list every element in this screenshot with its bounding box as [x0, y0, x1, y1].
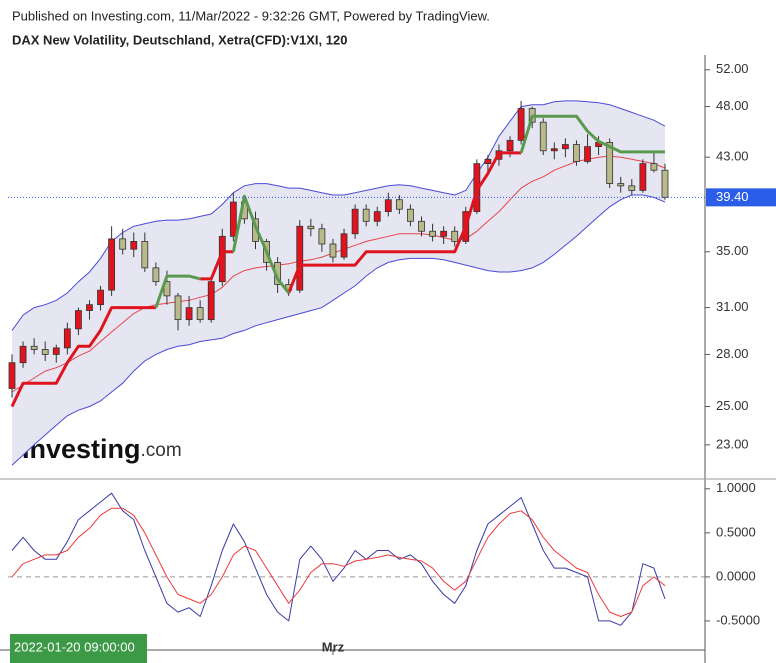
candle-body [196, 307, 204, 321]
series-line [11, 507, 666, 617]
last-price-box [706, 188, 776, 207]
candle-body [561, 144, 569, 150]
candle-body [329, 243, 337, 258]
candle-body [606, 142, 614, 184]
candle-body [351, 208, 359, 235]
candle-body [307, 225, 315, 230]
candle-body [19, 345, 27, 364]
candle-body [407, 208, 414, 222]
series-line [11, 155, 666, 393]
candle-body [52, 347, 60, 355]
candle-body [207, 281, 215, 321]
y-tick-label: 0.0000 [716, 568, 756, 583]
candle-body [661, 169, 669, 198]
candle-body [119, 238, 127, 250]
y-tick-label: 28.00 [716, 346, 749, 361]
candle-body [141, 241, 149, 269]
trend-line [10, 151, 522, 408]
candle-body [484, 158, 492, 165]
candle-body [639, 163, 647, 191]
candle-body [628, 185, 636, 191]
candle-body [429, 230, 436, 237]
source-line: Published on Investing.com, 11/Mar/2022 … [12, 8, 490, 23]
candle-body [384, 199, 392, 212]
candle-body [8, 362, 16, 389]
y-tick-label: 52.00 [716, 61, 749, 76]
band-fill [12, 100, 665, 466]
candle-body [130, 241, 138, 250]
chart-title: DAX New Volatility, Deutschland, Xetra(C… [12, 32, 347, 47]
candle-body [318, 228, 326, 245]
candle-body [517, 108, 525, 141]
series-line [11, 492, 666, 626]
y-tick-label: 1.0000 [716, 480, 756, 495]
candle-body [86, 304, 93, 311]
y-tick-label: -0.5000 [716, 612, 760, 627]
candle-body [63, 328, 71, 349]
candle-body [229, 201, 237, 237]
candle-body [296, 225, 304, 291]
crosshair-date-box [10, 634, 147, 663]
candle-body [30, 345, 38, 350]
trend-line [154, 114, 665, 309]
candle-body [362, 208, 370, 222]
candle-body [584, 146, 591, 162]
candle-body [373, 211, 381, 222]
candle-body [97, 289, 104, 306]
candle-body [152, 267, 160, 283]
candle-body [395, 199, 403, 210]
y-tick-label: 0.5000 [716, 524, 756, 539]
x-tick-label: Mrz [322, 639, 345, 654]
candle-body [440, 230, 448, 237]
candle-body [340, 233, 348, 258]
last-price-label: 39.40 [716, 189, 749, 204]
candle-body [617, 183, 625, 187]
candle-body [573, 144, 580, 162]
candle-body [650, 163, 658, 171]
y-tick-label: 35.00 [716, 243, 749, 258]
candle-body [108, 238, 116, 291]
watermark-suffix: .com [141, 440, 182, 461]
crosshair-date-label: 2022-01-20 09:00:00 [14, 639, 135, 654]
candle-body [451, 230, 459, 242]
band-lower [11, 194, 666, 466]
candle-body [174, 295, 182, 321]
candle-body [550, 148, 558, 152]
candle-body [41, 349, 49, 355]
y-tick-label: 43.00 [716, 149, 749, 164]
band-upper [11, 100, 666, 331]
candle-body [75, 310, 82, 330]
y-tick-label: 48.00 [716, 98, 749, 113]
y-tick-label: 31.00 [716, 299, 749, 314]
candle-body [506, 139, 514, 152]
candle-body [539, 121, 547, 152]
candle-body [185, 307, 193, 321]
watermark: Investing.com [22, 434, 182, 464]
watermark-name: Investing [22, 434, 141, 464]
y-tick-label: 23.00 [716, 436, 749, 451]
y-tick-label: 25.00 [716, 398, 749, 413]
candle-body [418, 220, 425, 232]
